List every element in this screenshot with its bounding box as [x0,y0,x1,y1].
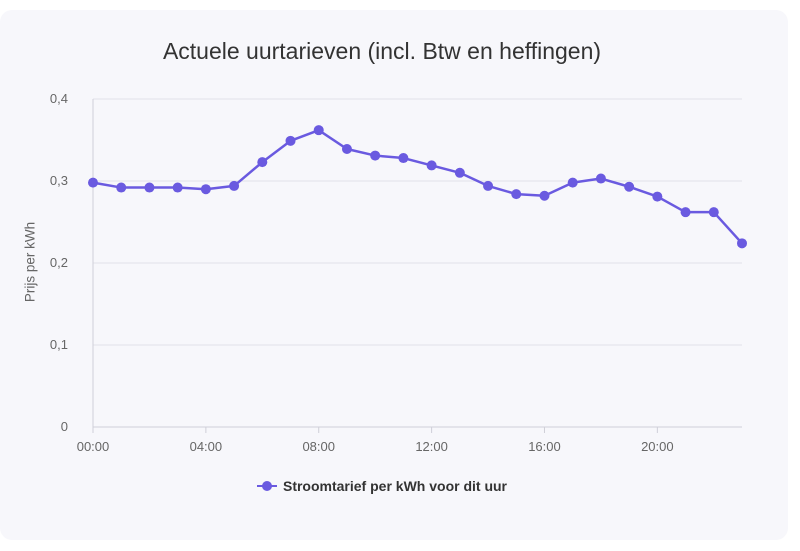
data-point[interactable] [88,177,98,188]
y-tick-label: 0,4 [50,91,68,106]
data-point[interactable] [229,180,240,191]
data-point[interactable] [595,173,606,184]
data-point[interactable] [200,184,211,195]
data-point[interactable] [680,207,691,218]
y-tick-label: 0 [61,419,68,434]
x-tick-labels: 00:00 04:00 08:00 12:00 16:00 20:00 [77,439,674,454]
x-tick-label: 00:00 [77,439,110,454]
x-tick-label: 08:00 [302,439,335,454]
gridlines [93,98,742,346]
data-point[interactable] [483,180,494,191]
x-tick-label: 04:00 [190,439,223,454]
y-tick-label: 0,2 [50,255,68,270]
data-points [88,125,747,249]
series-lines [92,128,743,245]
data-point[interactable] [398,153,409,164]
data-point[interactable] [511,189,522,200]
data-point[interactable] [257,157,268,168]
y-tick-label: 0,1 [50,337,68,352]
data-point[interactable] [144,182,155,193]
x-tick-label: 16:00 [528,439,561,454]
data-point[interactable] [285,135,296,146]
axes [92,99,742,433]
series-line [92,128,743,245]
y-tick-labels: 0 0,1 0,2 0,3 0,4 [50,91,68,434]
data-point[interactable] [624,181,635,192]
x-tick-label: 20:00 [641,439,674,454]
data-point[interactable] [370,150,381,161]
y-tick-label: 0,3 [50,173,68,188]
data-point[interactable] [567,177,578,188]
x-tick-label: 12:00 [415,439,448,454]
data-point[interactable] [116,182,127,193]
chart-card [0,10,788,540]
chart-title: Actuele uurtarieven (incl. Btw en heffin… [162,38,602,64]
data-point[interactable] [708,207,719,218]
data-point[interactable] [313,125,324,136]
data-point[interactable] [652,191,663,202]
data-point[interactable] [737,238,747,249]
data-point[interactable] [341,144,352,155]
data-point[interactable] [172,182,183,193]
legend[interactable]: Stroomtarief per kWh voor dit uur [0,478,764,494]
data-point[interactable] [539,190,550,201]
legend-marker [256,481,277,491]
data-point[interactable] [454,167,465,178]
legend-label[interactable]: Stroomtarief per kWh voor dit uur [282,478,507,494]
data-point[interactable] [426,160,437,171]
